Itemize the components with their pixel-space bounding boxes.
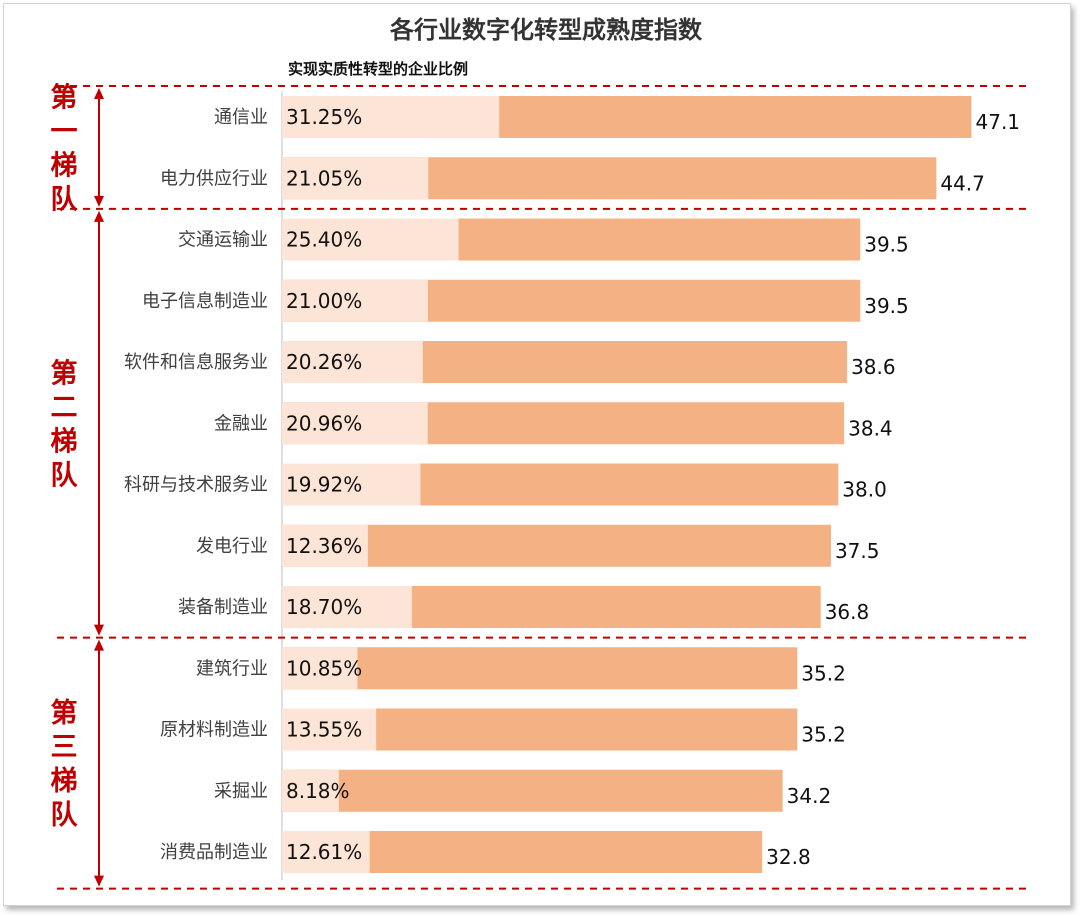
pct-bar [282, 96, 500, 138]
pct-bar [282, 524, 368, 567]
pct-label: 18.70% [286, 595, 362, 619]
pct-label: 19.92% [286, 473, 362, 497]
category-label: 通信业 [214, 107, 268, 128]
category-label: 原材料制造业 [160, 720, 268, 741]
tier-label-char: 第 [51, 357, 78, 389]
tier-arrow-head-down [94, 875, 104, 887]
pct-label: 21.05% [286, 166, 362, 190]
pct-label: 13.55% [286, 718, 362, 742]
pct-label: 20.26% [286, 350, 362, 374]
category-label: 装备制造业 [178, 597, 268, 618]
pct-label: 25.40% [286, 228, 362, 252]
tier-arrow-head-up [94, 210, 104, 222]
tier-label-char: 梯 [51, 766, 78, 797]
pct-bar [282, 647, 358, 690]
category-label: 交通运输业 [178, 230, 268, 251]
index-bar [282, 769, 783, 812]
tier-label-char: 三 [51, 732, 78, 763]
tier-label-char: 一 [51, 116, 78, 147]
category-label: 发电行业 [196, 536, 268, 557]
bars: 通信业 31.25% 47.1 电力供应行业 21.05% 44.7 交通运输业 25.40%… [124, 92, 1020, 880]
index-bar [282, 647, 798, 690]
category-label: 金融业 [214, 413, 268, 434]
chart-subtitle: 实现实质性转型的企业比例 [288, 60, 468, 78]
pct-bar [282, 708, 377, 751]
tier-label-char: 梯 [51, 426, 78, 457]
tier-arrow-head-down [94, 195, 104, 207]
tier-label-char: 队 [51, 800, 79, 831]
category-label: 电子信息制造业 [142, 291, 268, 312]
pct-label: 8.18% [286, 779, 350, 803]
value-label: 37.5 [835, 539, 880, 563]
pct-label: 20.96% [286, 411, 362, 435]
category-label: 软件和信息服务业 [124, 352, 268, 373]
pct-bar [282, 402, 428, 445]
value-label: 38.4 [848, 416, 893, 440]
pct-bar [282, 586, 412, 628]
value-label: 38.6 [851, 355, 896, 379]
tier-label-char: 梯 [51, 150, 78, 181]
tier-label-char: 队 [51, 184, 79, 215]
value-label: 38.0 [842, 478, 887, 502]
value-label: 36.8 [825, 600, 870, 624]
tier-arrow-head-up [94, 639, 104, 651]
chart-frame [3, 3, 1071, 906]
tier-label-char: 二 [51, 392, 78, 423]
tier-label-char: 队 [51, 460, 79, 491]
pct-bar [282, 831, 370, 873]
value-label: 47.1 [976, 110, 1021, 134]
value-label: 35.2 [801, 723, 846, 747]
pct-label: 12.61% [286, 840, 362, 864]
tier-arrow-head-up [94, 88, 104, 99]
chart-title: 各行业数字化转型成熟度指数 [389, 16, 703, 44]
category-label: 科研与技术服务业 [124, 475, 268, 496]
value-label: 39.5 [864, 233, 909, 257]
index-bar [282, 524, 831, 567]
pct-bar [282, 769, 339, 812]
pct-label: 10.85% [286, 656, 362, 680]
value-label: 39.5 [864, 294, 909, 318]
value-label: 34.2 [787, 784, 832, 808]
pct-label: 31.25% [286, 105, 362, 129]
tier-label-char: 第 [51, 697, 78, 729]
pct-label: 21.00% [286, 289, 362, 313]
pct-bar [282, 157, 429, 200]
category-label: 建筑行业 [196, 658, 268, 679]
value-label: 32.8 [766, 845, 811, 869]
pct-bar [282, 218, 459, 261]
pct-bar [282, 341, 423, 383]
pct-bar [282, 463, 421, 506]
value-label: 35.2 [801, 661, 846, 685]
category-label: 采掘业 [214, 781, 268, 802]
category-label: 消费品制造业 [160, 842, 268, 863]
pct-label: 12.36% [286, 534, 362, 558]
pct-bar [282, 279, 428, 322]
tier-arrow-head-down [94, 624, 104, 636]
value-label: 44.7 [940, 171, 985, 195]
category-label: 电力供应行业 [160, 168, 268, 189]
